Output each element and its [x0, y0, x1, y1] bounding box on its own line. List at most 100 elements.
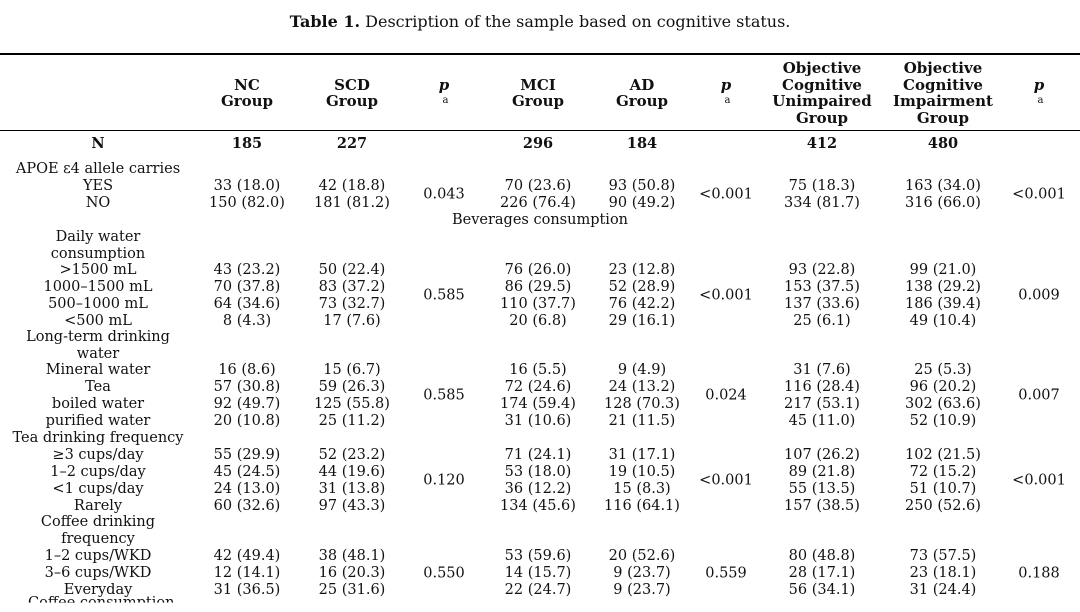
p-value-p3: <0.001 — [1012, 472, 1066, 489]
cell-ocu: 157 (38.5) — [784, 498, 860, 514]
cell-mci: 86 (29.5) — [504, 279, 572, 295]
row-label: purified water — [45, 413, 151, 429]
cell-scd: 83 (37.2) — [318, 279, 386, 295]
row-label: 1000–1500 mL — [43, 279, 153, 295]
cell-ocu: 25 (6.1) — [793, 313, 851, 329]
cell-oci: 302 (63.6) — [905, 396, 981, 412]
cell-mci: 71 (24.1) — [504, 447, 572, 463]
n-count-ad: 184 — [626, 135, 658, 152]
cell-ad: 9 (23.7) — [613, 565, 671, 581]
row-label: YES — [82, 178, 114, 194]
cell-nc: 70 (37.8) — [213, 279, 281, 295]
p-value-p3: 0.007 — [1018, 387, 1060, 404]
cell-ad: 31 (17.1) — [608, 447, 676, 463]
cell-nc: 20 (10.8) — [213, 413, 281, 429]
cell-ocu: 28 (17.1) — [788, 565, 856, 581]
cell-mci: 72 (24.6) — [504, 379, 572, 395]
cell-ad: 9 (23.7) — [613, 582, 671, 598]
tea-frequency-label: Tea drinking frequency — [12, 430, 184, 446]
cell-nc: 8 (4.3) — [222, 313, 272, 329]
cell-oci: 163 (34.0) — [905, 178, 981, 194]
cell-nc: 57 (30.8) — [213, 379, 281, 395]
n-count-ocu: 412 — [806, 135, 838, 152]
cell-scd: 73 (32.7) — [318, 296, 386, 312]
cell-mci: 226 (76.4) — [500, 195, 576, 211]
cell-ad: 116 (64.1) — [604, 498, 680, 514]
cell-ad: 76 (42.2) — [608, 296, 676, 312]
p-value-p1: 0.120 — [423, 472, 465, 489]
n-count-mci: 296 — [522, 135, 554, 152]
p-value-p1: 0.043 — [423, 186, 465, 203]
cell-mci: 76 (26.0) — [504, 262, 572, 278]
cell-nc: 24 (13.0) — [213, 481, 281, 497]
cell-mci: 70 (23.6) — [504, 178, 572, 194]
cell-ocu: 137 (33.6) — [784, 296, 860, 312]
header-objective-unimpaired: Objective Cognitive Unimpaired Group — [772, 59, 872, 127]
p-superscript: a — [442, 95, 449, 106]
n-count-oci: 480 — [927, 135, 959, 152]
cell-nc: 16 (8.6) — [218, 362, 276, 378]
cell-ad: 52 (28.9) — [608, 279, 676, 295]
cell-oci: 49 (10.4) — [909, 313, 977, 329]
cell-ocu: 31 (7.6) — [793, 362, 851, 378]
cell-nc: 150 (82.0) — [209, 195, 285, 211]
cell-oci: 52 (10.9) — [909, 413, 977, 429]
cell-ad: 21 (11.5) — [608, 413, 676, 429]
p-superscript: a — [724, 95, 731, 106]
cell-nc: 45 (24.5) — [213, 464, 281, 480]
header-scd-group: SCD Group — [325, 75, 379, 110]
cell-nc: 55 (29.9) — [213, 447, 281, 463]
cell-scd: 17 (7.6) — [323, 313, 381, 329]
row-label: 500–1000 mL — [48, 296, 148, 312]
cell-ocu: 45 (11.0) — [788, 413, 856, 429]
p-superscript: a — [1037, 95, 1044, 106]
p-symbol: p — [720, 75, 732, 94]
cell-ad: 128 (70.3) — [604, 396, 680, 412]
row-label: 1–2 cups/day — [50, 464, 146, 480]
cell-ad: 19 (10.5) — [608, 464, 676, 480]
cell-oci: 102 (21.5) — [905, 447, 981, 463]
cell-mci: 14 (15.7) — [504, 565, 572, 581]
cell-ocu: 75 (18.3) — [788, 178, 856, 194]
cell-scd: 125 (55.8) — [314, 396, 390, 412]
cell-mci: 16 (5.5) — [509, 362, 567, 378]
cell-scd: 16 (20.3) — [318, 565, 386, 581]
cell-ocu: 55 (13.5) — [788, 481, 856, 497]
cell-mci: 36 (12.2) — [504, 481, 572, 497]
header-nc-group: NC Group — [220, 75, 274, 110]
cell-mci: 22 (24.7) — [504, 582, 572, 598]
cell-scd: 52 (23.2) — [318, 447, 386, 463]
header-objective-impairment: Objective Cognitive Impairment Group — [893, 59, 993, 127]
cell-mci: 31 (10.6) — [504, 413, 572, 429]
cell-ad: 93 (50.8) — [608, 178, 676, 194]
cell-scd: 38 (48.1) — [318, 548, 386, 564]
cell-oci: 72 (15.2) — [909, 464, 977, 480]
cell-ocu: 334 (81.7) — [784, 195, 860, 211]
cell-oci: 73 (57.5) — [909, 548, 977, 564]
cell-nc: 60 (32.6) — [213, 498, 281, 514]
row-label: Everyday — [63, 582, 133, 598]
row-label: 1–2 cups/WKD — [44, 548, 152, 564]
p-value-p1: 0.585 — [423, 387, 465, 404]
cell-ad: 15 (8.3) — [613, 481, 671, 497]
cell-ocu: 80 (48.8) — [788, 548, 856, 564]
cell-oci: 51 (10.7) — [909, 481, 977, 497]
cell-nc: 31 (36.5) — [213, 582, 281, 598]
table-caption: Table 1. Description of the sample based… — [0, 12, 1080, 31]
clipped-row-label: Coffee consumption — [28, 595, 175, 611]
cell-nc: 33 (18.0) — [213, 178, 281, 194]
p-value-p1: 0.585 — [423, 287, 465, 304]
cell-mci: 134 (45.6) — [500, 498, 576, 514]
cell-ad: 90 (49.2) — [608, 195, 676, 211]
row-label: Tea — [85, 379, 111, 395]
cell-oci: 31 (24.4) — [909, 582, 977, 598]
cell-mci: 20 (6.8) — [509, 313, 567, 329]
cell-ocu: 107 (26.2) — [784, 447, 860, 463]
cell-ocu: 217 (53.1) — [784, 396, 860, 412]
apoe-group-label: APOE ε4 allele carries — [15, 161, 181, 177]
p-value-p2: <0.001 — [699, 287, 753, 304]
row-label: <1 cups/day — [52, 481, 144, 497]
